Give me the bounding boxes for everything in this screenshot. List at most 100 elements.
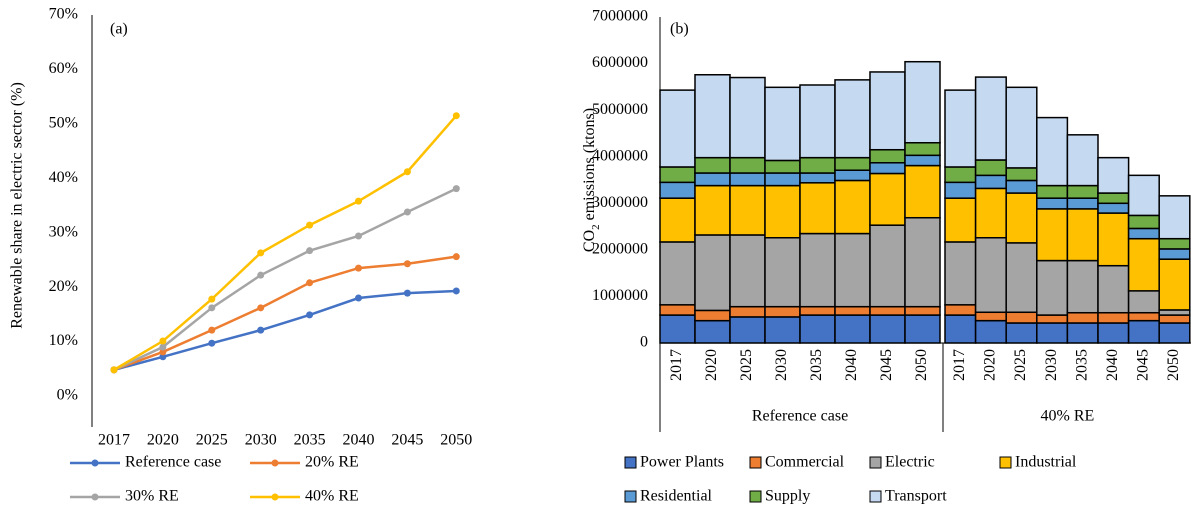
point <box>306 247 314 255</box>
bar-segment <box>659 304 696 316</box>
point <box>403 260 411 268</box>
bar-segment <box>764 236 801 308</box>
y-axis-title-part: emissions (ktons) <box>581 108 598 224</box>
bar-segment <box>834 79 871 159</box>
bar-segment <box>729 172 766 187</box>
bar-segment <box>834 314 871 344</box>
point <box>355 197 362 205</box>
bar-segment <box>764 86 801 162</box>
bar-segment <box>904 141 941 157</box>
bar-segment <box>1127 174 1160 217</box>
bar-segment <box>694 156 731 174</box>
bar-segment <box>974 187 1007 239</box>
bar-segment <box>1097 264 1130 314</box>
legend-label: Electric <box>885 454 935 471</box>
bar-segment <box>729 184 766 236</box>
bar-segment <box>1066 322 1099 344</box>
bar-segment <box>904 305 941 316</box>
bar-segment <box>834 156 871 171</box>
bar-segment <box>764 184 801 239</box>
point <box>452 253 460 261</box>
x-tick-label: 2025 <box>196 432 228 449</box>
bar-segment <box>1036 208 1069 262</box>
legend-label: Power Plants <box>640 454 724 471</box>
bar-segment <box>764 316 801 344</box>
y-tick-label: 60% <box>49 60 78 77</box>
x-tick-label: 2035 <box>808 349 825 381</box>
legend-swatch <box>999 456 1012 469</box>
bar-segment <box>729 156 766 174</box>
bar-segment <box>1005 167 1038 182</box>
y-tick-label: 0% <box>57 387 78 404</box>
bar-segment <box>659 314 696 344</box>
bar-segment <box>694 309 731 322</box>
bar-segment <box>659 197 696 243</box>
y-tick-label: 5000000 <box>592 101 648 118</box>
bar-segment <box>659 181 696 199</box>
bar-segment <box>904 60 941 144</box>
x-tick-label: 2025 <box>738 349 755 381</box>
legend-swatch <box>869 490 882 503</box>
group-label: Reference case <box>752 408 848 425</box>
legend-swatch <box>869 456 882 469</box>
bar-segment <box>799 84 836 159</box>
y-tick-label: 30% <box>49 223 78 240</box>
bar-segment <box>1158 237 1191 250</box>
legend-label: Residential <box>640 488 713 505</box>
point <box>110 366 118 374</box>
y-axis-title: CO2 emissions (ktons) <box>581 108 602 252</box>
y-axis-title: Renewable share in electric sector (%) <box>9 82 26 329</box>
bar-segment <box>1036 197 1069 210</box>
point <box>306 311 314 319</box>
bar-segment <box>729 316 766 344</box>
legend-swatch <box>624 490 637 503</box>
bar-segment <box>1158 309 1191 316</box>
bar-segment <box>1158 314 1191 324</box>
bar-segment <box>944 181 977 199</box>
bar-segment <box>1005 322 1038 344</box>
x-tick-label: 2050 <box>913 349 930 381</box>
bar-segment <box>729 305 766 318</box>
point <box>208 339 216 347</box>
bar-segment <box>1097 192 1130 205</box>
bar-segment <box>764 305 801 318</box>
bar-segment <box>1066 197 1099 210</box>
bar-segment <box>1036 314 1069 324</box>
y-tick-label: 20% <box>49 278 78 295</box>
bar-segment <box>834 179 871 235</box>
bar-segment <box>1158 195 1191 240</box>
legend-marker <box>91 459 99 467</box>
panel-label: (b) <box>670 21 689 38</box>
y-tick-label: 50% <box>49 115 78 132</box>
bar-segment <box>1127 227 1160 240</box>
bar-segment <box>974 236 1007 314</box>
bar-segment <box>904 314 941 344</box>
bar-segment <box>1066 134 1099 187</box>
bar-segment <box>1097 322 1130 344</box>
bar-segment <box>694 184 731 236</box>
legend-label: 30% RE <box>125 488 179 505</box>
x-tick-label: 2020 <box>982 349 999 381</box>
bar-segment <box>799 182 836 235</box>
x-tick-label: 2045 <box>391 432 423 449</box>
bar-segment <box>974 174 1007 190</box>
bar-segment <box>944 241 977 306</box>
bar-segment <box>974 76 1007 161</box>
x-tick-label: 2050 <box>440 432 472 449</box>
point <box>403 208 411 216</box>
bar-segment <box>1097 202 1130 214</box>
x-tick-label: 2030 <box>773 349 790 381</box>
y-tick-label: 2000000 <box>592 241 648 258</box>
bar-segment <box>799 305 836 316</box>
x-tick-label: 2020 <box>703 349 720 381</box>
bar-segment <box>764 159 801 174</box>
x-tick-label: 2017 <box>951 349 968 381</box>
bar-segment <box>1005 86 1038 169</box>
bar-segment <box>1066 184 1099 199</box>
group-label: 40% RE <box>1041 408 1095 425</box>
bar-segment <box>659 241 696 306</box>
bar-segment <box>1158 248 1191 260</box>
bar-segment <box>729 76 766 159</box>
series-line <box>113 187 457 372</box>
bar-segment <box>694 172 731 187</box>
